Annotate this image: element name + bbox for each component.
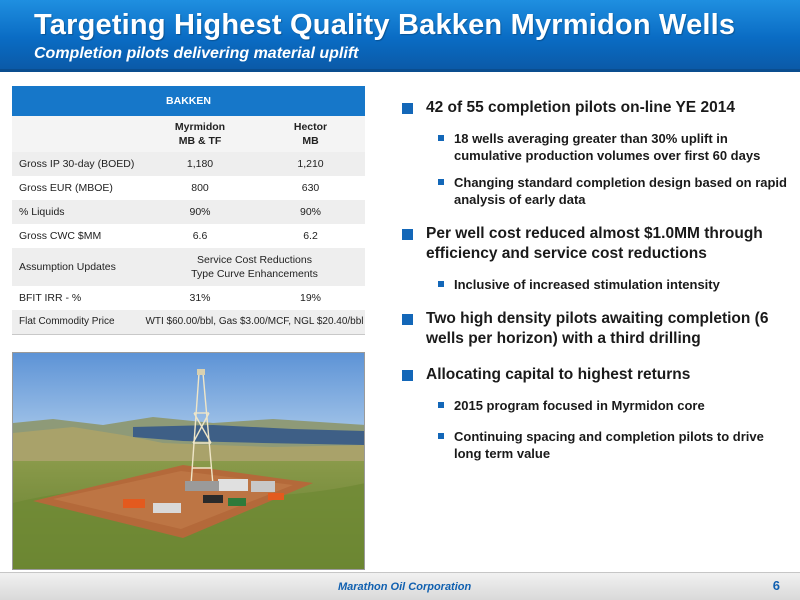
drilling-rig-photo bbox=[12, 352, 365, 570]
small-square-bullet-icon bbox=[438, 433, 444, 439]
row-value-myrmidon: 31% bbox=[144, 286, 256, 310]
row-label: Gross CWC $MM bbox=[12, 224, 144, 248]
table-row: Gross CWC $MM 6.6 6.2 bbox=[12, 224, 365, 248]
bullet-item: Allocating capital to highest returns bbox=[402, 365, 792, 385]
square-bullet-icon bbox=[402, 314, 413, 325]
company-name: Marathon Oil Corporation bbox=[338, 581, 472, 593]
bullet-item: Per well cost reduced almost $1.0MM thro… bbox=[402, 224, 792, 264]
table-row-assumptions: Assumption Updates Service Cost Reductio… bbox=[12, 248, 365, 286]
row-value-hector: 1,210 bbox=[256, 152, 365, 176]
table-header-blank bbox=[12, 116, 144, 152]
column-header-hector-line2: MB bbox=[302, 135, 319, 147]
sub-bullet-text: 18 wells averaging greater than 30% upli… bbox=[454, 131, 761, 163]
table-band-row: BAKKEN bbox=[12, 86, 365, 116]
title-banner: Targeting Highest Quality Bakken Myrmido… bbox=[0, 0, 800, 72]
bullet-text: 42 of 55 completion pilots on-line YE 20… bbox=[426, 99, 735, 116]
sub-bullet-text: Inclusive of increased stimulation inten… bbox=[454, 277, 720, 292]
column-header-hector: Hector MB bbox=[256, 116, 365, 152]
column-header-myrmidon-line1: Myrmidon bbox=[174, 121, 226, 133]
bullet-list: 42 of 55 completion pilots on-line YE 20… bbox=[402, 98, 792, 472]
sub-bullet-item: Continuing spacing and completion pilots… bbox=[438, 428, 792, 462]
page-title: Targeting Highest Quality Bakken Myrmido… bbox=[34, 9, 736, 41]
sub-bullet-item: 2015 program focused in Myrmidon core bbox=[438, 397, 792, 414]
table-row-price: Flat Commodity Price WTI $60.00/bbl, Gas… bbox=[12, 310, 365, 335]
bullet-item: 42 of 55 completion pilots on-line YE 20… bbox=[402, 98, 792, 118]
sub-bullet-text: Continuing spacing and completion pilots… bbox=[454, 429, 764, 461]
row-label: Gross IP 30-day (BOED) bbox=[12, 152, 144, 176]
row-value-myrmidon: 90% bbox=[144, 200, 256, 224]
bullet-text: Per well cost reduced almost $1.0MM thro… bbox=[426, 225, 763, 262]
sub-bullet-text: 2015 program focused in Myrmidon core bbox=[454, 398, 705, 413]
square-bullet-icon bbox=[402, 103, 413, 114]
row-value-hector: 630 bbox=[256, 176, 365, 200]
sub-bullet-item: Changing standard completion design base… bbox=[438, 174, 792, 208]
row-value-hector: 19% bbox=[256, 286, 365, 310]
sub-bullet-item: 18 wells averaging greater than 30% upli… bbox=[438, 130, 792, 164]
small-square-bullet-icon bbox=[438, 179, 444, 185]
small-square-bullet-icon bbox=[438, 402, 444, 408]
page-subtitle: Completion pilots delivering material up… bbox=[34, 45, 359, 62]
row-value-myrmidon: 1,180 bbox=[144, 152, 256, 176]
row-value-myrmidon: 6.6 bbox=[144, 224, 256, 248]
row-value-hector: 90% bbox=[256, 200, 365, 224]
assumption-updates-value: Service Cost Reductions Type Curve Enhan… bbox=[144, 248, 365, 286]
row-label: Gross EUR (MBOE) bbox=[12, 176, 144, 200]
square-bullet-icon bbox=[402, 229, 413, 240]
table-row: Gross IP 30-day (BOED) 1,180 1,210 bbox=[12, 152, 365, 176]
square-bullet-icon bbox=[402, 370, 413, 381]
table-row: BFIT IRR - % 31% 19% bbox=[12, 286, 365, 310]
assumption-line-1: Service Cost Reductions bbox=[197, 254, 312, 266]
bullet-text: Allocating capital to highest returns bbox=[426, 366, 691, 383]
bakken-economics-table: BAKKEN Myrmidon MB & TF Hector MB Gross … bbox=[12, 86, 365, 335]
column-header-myrmidon-line2: MB & TF bbox=[178, 135, 222, 147]
small-square-bullet-icon bbox=[438, 281, 444, 287]
drilling-rig-illustration bbox=[13, 353, 364, 569]
column-header-hector-line1: Hector bbox=[293, 121, 328, 133]
page-number: 6 bbox=[772, 578, 780, 593]
table-row: % Liquids 90% 90% bbox=[12, 200, 365, 224]
row-value-hector: 6.2 bbox=[256, 224, 365, 248]
bullet-text: Two high density pilots awaiting complet… bbox=[426, 310, 769, 347]
row-label: BFIT IRR - % bbox=[12, 286, 144, 310]
sub-bullet-text: Changing standard completion design base… bbox=[454, 175, 787, 207]
column-header-myrmidon: Myrmidon MB & TF bbox=[144, 116, 256, 152]
row-value-myrmidon: 800 bbox=[144, 176, 256, 200]
table-column-header-row: Myrmidon MB & TF Hector MB bbox=[12, 116, 365, 152]
sub-bullet-item: Inclusive of increased stimulation inten… bbox=[438, 276, 792, 293]
bullet-item: Two high density pilots awaiting complet… bbox=[402, 309, 792, 349]
small-square-bullet-icon bbox=[438, 135, 444, 141]
row-label: % Liquids bbox=[12, 200, 144, 224]
row-label: Flat Commodity Price bbox=[12, 310, 144, 335]
row-label: Assumption Updates bbox=[12, 248, 144, 286]
assumption-line-2: Type Curve Enhancements bbox=[191, 268, 318, 280]
table-row: Gross EUR (MBOE) 800 630 bbox=[12, 176, 365, 200]
footer-bar: Marathon Oil Corporation 6 bbox=[0, 572, 800, 600]
commodity-price-value: WTI $60.00/bbl, Gas $3.00/MCF, NGL $20.4… bbox=[144, 310, 365, 335]
table-band-label: BAKKEN bbox=[12, 86, 365, 116]
